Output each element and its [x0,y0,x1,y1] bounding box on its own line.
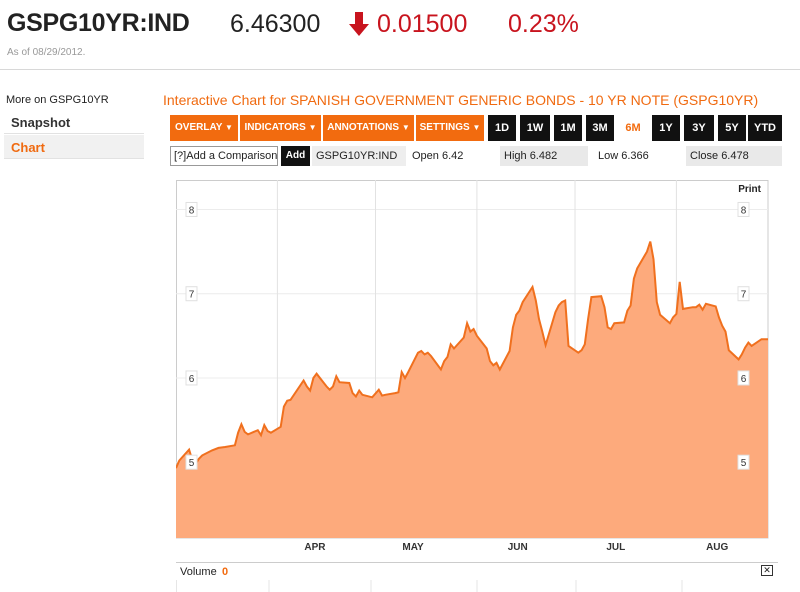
y-tick-label-left: 8 [185,201,198,217]
ticker-symbol: GSPG10YR:IND [7,9,190,37]
series-area [176,241,768,538]
period-3y-button[interactable]: 3Y [684,115,714,141]
chart-panel-title: Interactive Chart for SPANISH GOVERNMENT… [163,92,759,108]
last-price: 6.46300 [230,10,321,38]
caret-down-icon: ▼ [308,123,317,132]
x-tick-label: APR [304,542,326,553]
svg-text:8: 8 [189,205,195,216]
volume-value: 0 [222,566,229,578]
annotations-menu-button[interactable]: ANNOTATIONS ▼ [323,115,414,141]
period-1w-button[interactable]: 1W [520,115,550,141]
close-stat: Close 6.478 [686,146,782,166]
svg-text:7: 7 [189,290,195,301]
add-comparison-button[interactable]: Add [281,146,310,166]
help-link[interactable]: [?] [174,150,187,162]
period-ytd-button[interactable]: YTD [748,115,782,141]
x-tick-label: MAY [402,542,424,553]
low-stat: Low 6.366 [598,150,649,162]
period-1d-button[interactable]: 1D [488,115,516,141]
settings-menu-button[interactable]: SETTINGS ▼ [416,115,484,141]
series-line [176,241,768,469]
svg-text:6: 6 [189,374,195,385]
price-change: 0.01500 [377,10,468,38]
svg-text:8: 8 [741,205,747,216]
print-link[interactable]: Print [738,184,761,195]
sidebar-item-snapshot[interactable]: Snapshot [4,110,144,134]
price-chart[interactable]: 5 5 6 6 7 7 8 8 APR MAY JUN JUL AUG Print [176,180,782,560]
y-tick-label-left: 6 [185,370,198,386]
volume-strip [176,580,683,592]
down-arrow-icon [349,12,369,36]
period-6m-button[interactable]: 6M [618,115,648,141]
chart-info-row: [?]Add a Comparison Add GSPG10YR:IND Ope… [170,146,782,166]
volume-panel: Volume 0 ✕ [176,562,778,580]
x-tick-label: JUN [508,542,528,553]
close-icon[interactable]: ✕ [761,565,773,576]
sidebar-item-chart[interactable]: Chart [4,135,144,159]
caret-down-icon: ▼ [225,123,233,132]
price-change-percent: 0.23% [508,10,579,38]
indicators-menu-button[interactable]: INDICATORS ▼ [240,115,321,141]
y-tick-label-right: 6 [737,370,750,386]
as-of-date: As of 08/29/2012. [7,47,86,58]
sidebar-title: More on GSPG10YR [6,94,109,106]
high-stat: High 6.482 [500,146,588,166]
comparison-input[interactable]: [?]Add a Comparison [170,146,278,166]
caret-down-icon: ▼ [472,123,481,132]
y-tick-label-right: 8 [737,201,750,217]
y-tick-label-right: 7 [737,286,750,302]
symbol-field: GSPG10YR:IND [312,146,406,166]
period-1y-button[interactable]: 1Y [652,115,680,141]
svg-text:7: 7 [741,290,747,301]
period-1m-button[interactable]: 1M [554,115,582,141]
svg-text:5: 5 [189,458,195,469]
caret-down-icon: ▼ [401,123,410,132]
quote-header: GSPG10YR:IND 6.46300 0.01500 0.23% As of… [0,0,800,70]
y-tick-label-right: 5 [737,454,750,470]
comparison-placeholder: Add a Comparison [186,150,278,162]
y-tick-label-left: 5 [185,454,198,470]
overlay-menu-button[interactable]: OVERLAY ▼ [170,115,238,141]
svg-text:5: 5 [741,458,747,469]
open-stat: Open 6.42 [412,150,464,162]
x-tick-label: JUL [606,542,625,553]
volume-label: Volume [180,566,217,578]
period-5y-button[interactable]: 5Y [718,115,746,141]
x-tick-label: AUG [706,542,728,553]
svg-text:6: 6 [741,374,747,385]
chart-toolbar: OVERLAY ▼ INDICATORS ▼ ANNOTATIONS ▼ SET… [170,115,782,141]
period-3m-button[interactable]: 3M [586,115,614,141]
y-tick-label-left: 7 [185,286,198,302]
